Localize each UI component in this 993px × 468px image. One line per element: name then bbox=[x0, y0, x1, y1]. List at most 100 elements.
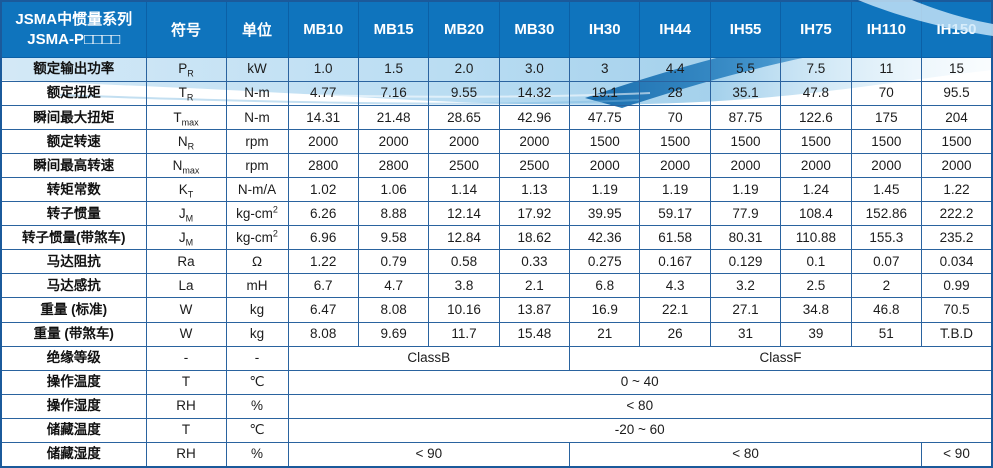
value-cell: 2000 bbox=[287, 129, 359, 155]
unit-main: rpm bbox=[245, 133, 269, 149]
value-cell: 12.14 bbox=[428, 201, 500, 227]
value-cell: 17.92 bbox=[498, 201, 571, 227]
symbol-subscript: max bbox=[181, 117, 199, 128]
value-cell: 18.62 bbox=[498, 225, 571, 251]
value-cell: 3 bbox=[569, 56, 641, 83]
value-cell: 2000 bbox=[428, 129, 500, 155]
unit-main: mH bbox=[246, 277, 268, 293]
symbol-cell: PR bbox=[145, 56, 227, 83]
unit-superscript: 2 bbox=[272, 228, 278, 239]
value-cell: 28.65 bbox=[428, 105, 500, 131]
value-cell: 4.7 bbox=[357, 273, 430, 299]
value-cell: 2.0 bbox=[428, 56, 500, 83]
value-cell: 14.31 bbox=[287, 105, 359, 131]
symbol-cell: La bbox=[145, 273, 227, 299]
value-cell: 35.1 bbox=[709, 81, 782, 107]
row-label: 重量 (带煞车) bbox=[0, 321, 147, 347]
value-cell: 155.3 bbox=[850, 225, 923, 251]
value-cell: 235.2 bbox=[921, 225, 993, 251]
value-cell: 28 bbox=[639, 81, 711, 107]
symbol-subscript: R bbox=[187, 141, 195, 152]
table-row: 转子惯量(带煞车) JM kg-cm2 6.96 9.58 12.84 18.62 42.36… bbox=[0, 225, 993, 251]
value-cell: 3.0 bbox=[498, 56, 571, 83]
table-row: 瞬间最大扭矩 Tmax N-m 14.31 21.48 28.65 42.96 47.75 70… bbox=[0, 105, 993, 131]
table-row: 储藏湿度 RH% < 90 < 80 < 90 bbox=[0, 441, 993, 468]
unit-main: ℃ bbox=[249, 374, 265, 390]
symbol-cell: - bbox=[145, 345, 227, 371]
span-value-cell: ClassB bbox=[287, 345, 571, 371]
value-cell: 61.58 bbox=[639, 225, 711, 251]
value-cell: 2000 bbox=[569, 153, 641, 179]
symbol-cell: TR bbox=[145, 81, 227, 107]
col-header-unit: 单位 bbox=[225, 0, 289, 58]
spec-table-body: 额定输出功率 PR kW 1.0 1.5 2.0 3.0 3 4.4 5.5 7.5 11 15 额定扭矩… bbox=[0, 56, 993, 468]
table-row: 操作温度 T ℃ 0 ~ 40 bbox=[0, 369, 993, 395]
unit-main: N-m bbox=[244, 85, 270, 101]
value-cell: 4.3 bbox=[639, 273, 711, 299]
unit-main: % bbox=[250, 446, 263, 462]
value-cell: 2800 bbox=[287, 153, 359, 179]
col-header-model: IH55 bbox=[709, 0, 782, 58]
table-row: 瞬间最高转速 Nmax rpm 2800 2800 2500 2500 2000 2000 200… bbox=[0, 153, 993, 179]
value-cell: 7.5 bbox=[780, 56, 852, 83]
unit-main: ℃ bbox=[249, 422, 265, 438]
value-cell: 27.1 bbox=[709, 297, 782, 323]
value-cell: 122.6 bbox=[780, 105, 852, 131]
value-cell: 1.02 bbox=[287, 177, 359, 203]
value-cell: 6.7 bbox=[287, 273, 359, 299]
unit-main: - bbox=[254, 350, 260, 365]
series-title-line1: JSMA中惯量系列 bbox=[15, 11, 133, 28]
row-label: 转子惯量 bbox=[0, 201, 147, 227]
value-cell: 13.87 bbox=[498, 297, 571, 323]
value-cell: 1.22 bbox=[287, 249, 359, 275]
value-cell: 110.88 bbox=[780, 225, 852, 251]
value-cell: 0.07 bbox=[850, 249, 923, 275]
symbol-main: T bbox=[173, 109, 182, 125]
col-header-model: MB15 bbox=[357, 0, 430, 58]
value-cell: 2000 bbox=[639, 153, 711, 179]
value-cell: 6.47 bbox=[287, 297, 359, 323]
unit-cell: rpm bbox=[225, 129, 289, 155]
value-cell: 4.4 bbox=[639, 56, 711, 83]
value-cell: 39.95 bbox=[569, 201, 641, 227]
col-header-model: IH44 bbox=[639, 0, 711, 58]
unit-cell: kg bbox=[225, 297, 289, 323]
span-value-cell: < 80 bbox=[287, 393, 993, 419]
table-row: 马达阻抗 Ra Ω 1.22 0.79 0.58 0.33 0.275 0.167 0.129 0.… bbox=[0, 249, 993, 275]
value-cell: 108.4 bbox=[780, 201, 852, 227]
value-cell: 19.1 bbox=[569, 81, 641, 107]
symbol-subscript: M bbox=[185, 213, 194, 224]
value-cell: 42.96 bbox=[498, 105, 571, 131]
unit-cell: - bbox=[225, 345, 289, 371]
unit-cell: kW bbox=[225, 56, 289, 83]
table-row: 储藏温度 T ℃ -20 ~ 60 bbox=[0, 417, 993, 443]
value-cell: 42.36 bbox=[569, 225, 641, 251]
unit-cell: % bbox=[225, 441, 289, 468]
unit-main: kg-cm bbox=[236, 205, 273, 221]
value-cell: 152.86 bbox=[850, 201, 923, 227]
unit-cell: % bbox=[225, 393, 289, 419]
value-cell: 1.0 bbox=[287, 56, 359, 83]
row-label: 额定扭矩 bbox=[0, 81, 147, 107]
value-cell: 10.16 bbox=[428, 297, 500, 323]
symbol-main: - bbox=[183, 350, 189, 365]
value-cell: 3.2 bbox=[709, 273, 782, 299]
value-cell: 2000 bbox=[709, 153, 782, 179]
col-header-model: MB20 bbox=[428, 0, 500, 58]
value-cell: 11.7 bbox=[428, 321, 500, 347]
unit-cell: kg-cm2 bbox=[225, 201, 289, 227]
col-header-model: IH75 bbox=[780, 0, 852, 58]
value-cell: 21 bbox=[569, 321, 641, 347]
col-header-model: MB30 bbox=[498, 0, 571, 58]
symbol-subscript: M bbox=[185, 237, 194, 248]
row-label: 马达阻抗 bbox=[0, 249, 147, 275]
value-cell: 95.5 bbox=[921, 81, 993, 107]
value-cell: 175 bbox=[850, 105, 923, 131]
value-cell: 0.33 bbox=[498, 249, 571, 275]
symbol-cell: Tmax bbox=[145, 105, 227, 131]
value-cell: 9.69 bbox=[357, 321, 430, 347]
value-cell: 2.5 bbox=[780, 273, 852, 299]
symbol-main: W bbox=[179, 325, 193, 341]
symbol-main: RH bbox=[176, 398, 196, 414]
